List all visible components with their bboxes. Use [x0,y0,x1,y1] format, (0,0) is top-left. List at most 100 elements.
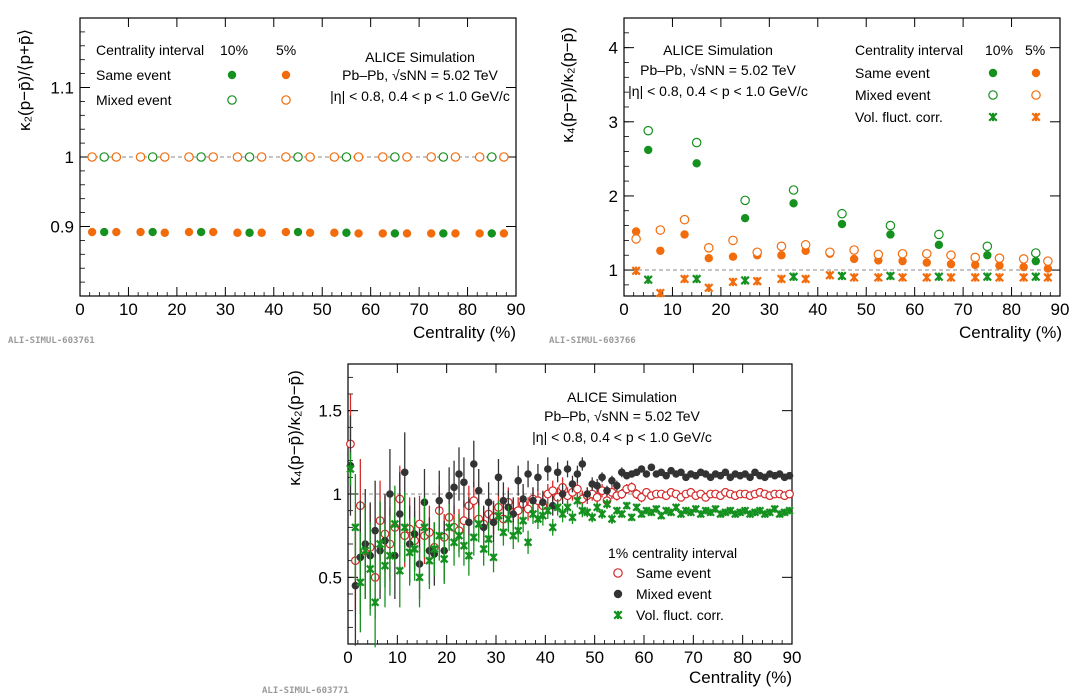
data-point [484,498,493,507]
y-tick-label: 1 [333,485,342,504]
data-point [553,468,562,477]
data-point [435,531,444,540]
data-point [375,539,385,549]
data-point [361,546,370,555]
data-point [692,274,702,284]
data-point [994,272,1004,283]
panel-1-y-ticks: 0.9 1 1.1 [50,31,516,297]
data-point [612,506,622,515]
panel-1-markers [87,152,509,238]
data-point [514,526,523,535]
data-point [430,544,439,554]
data-point [390,519,400,529]
data-point [426,152,437,162]
data-point [1043,264,1053,273]
panel-1-xlabel: Centrality (%) [413,323,516,342]
data-point [499,152,509,162]
x-tick-label: 60 [361,300,380,319]
panel-1-legend-col2: 5% [276,42,296,58]
data-point [627,482,637,492]
data-point [982,241,993,252]
data-point [696,509,705,519]
y-tick-label: 1 [65,148,74,167]
data-point [885,271,896,281]
data-point [439,229,448,238]
panel-3-label-cuts: |η| < 0.8, 0.4 < p < 1.0 GeV/c [532,429,712,445]
panel-2-legend-header: Centrality interval [855,42,963,58]
data-point [435,496,444,505]
data-point [136,227,145,237]
panel-3-legend-header: 1% centrality interval [608,545,737,561]
panel-2-legend-row-vol: Vol. fluct. corr. [855,109,943,125]
data-point [603,486,611,495]
data-point [970,272,980,283]
panel-2-legend-row-same: Same event [855,65,930,81]
data-point [704,283,714,293]
data-point [873,272,883,283]
data-point [499,229,509,238]
data-point [351,523,360,532]
data-point [464,551,474,560]
panel-2-label-system: Pb–Pb, √sNN = 5.02 TeV [640,62,796,78]
data-point [209,227,218,237]
panel-1-ylabel: κ₂(p−p̄)/⟨p+p̄⟩ [15,29,34,131]
data-point [558,490,567,498]
data-point [474,486,483,495]
data-point [548,523,557,532]
data-point [726,506,735,515]
data-point [148,227,157,237]
data-point [402,152,412,162]
legend-same-10-marker [988,68,998,78]
data-point [377,152,388,162]
data-point [380,561,390,570]
legend-mixed-5-marker [1031,90,1041,100]
data-point [608,476,616,485]
data-point [402,229,412,238]
data-point [454,531,464,540]
data-point [281,152,291,162]
data-point [946,272,956,283]
panel-2-x-ticks: 0 10 20 30 40 50 60 70 80 90 [619,18,1069,319]
panel-3-xlabel: Centrality (%) [689,668,792,687]
data-point [662,471,670,480]
data-point [789,199,798,208]
data-point [396,510,404,518]
y-tick-label: 4 [609,39,618,58]
data-point [281,227,291,237]
data-point [489,518,498,527]
y-tick-label: 0.5 [318,568,342,587]
x-tick-label: 0 [343,648,352,667]
panel-1-x-ticks: 0 10 20 30 40 50 60 70 80 90 [75,18,525,319]
data-point [469,533,478,542]
panel-1-label-cuts: |η| < 0.8, 0.4 < p < 1.0 GeV/c [330,88,510,104]
data-point [474,519,483,529]
x-tick-label: 10 [388,648,407,667]
data-point [765,508,774,517]
data-point [543,506,552,515]
data-point [740,506,750,515]
data-point [597,509,607,519]
x-tick-label: 50 [857,300,876,319]
data-point [679,214,690,225]
data-point [514,476,522,485]
panel-2-y-ticks: 1 2 3 4 [609,32,1060,286]
data-point [637,509,646,519]
data-point [946,250,956,261]
panel-3-legend-markers [613,568,623,620]
x-tick-label: 40 [536,648,555,667]
x-tick-label: 20 [711,300,730,319]
data-point [656,246,665,255]
data-point [366,564,375,574]
data-point [671,503,681,512]
data-point [438,152,449,162]
data-point [330,228,339,237]
data-point [470,460,478,468]
panel-2-frame [623,17,1061,297]
data-point [351,581,360,590]
data-point [305,228,315,237]
data-point [378,229,387,238]
data-point [995,261,1004,270]
data-point [788,272,799,282]
data-point [592,492,602,502]
